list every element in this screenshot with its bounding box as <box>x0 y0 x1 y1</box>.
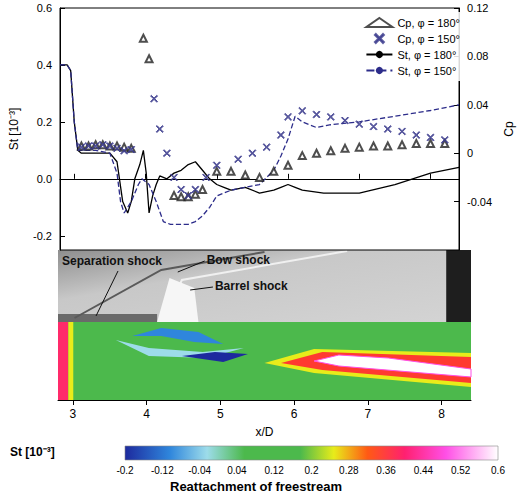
svg-text:0: 0 <box>467 147 473 159</box>
svg-text:-0.12: -0.12 <box>151 465 174 476</box>
svg-text:0.0: 0.0 <box>37 173 52 185</box>
svg-text:x/D: x/D <box>256 425 274 439</box>
svg-text:0.04: 0.04 <box>467 99 488 111</box>
svg-text:4: 4 <box>143 407 150 421</box>
svg-text:8: 8 <box>438 407 445 421</box>
svg-text:0.08: 0.08 <box>467 50 488 62</box>
svg-text:0.12: 0.12 <box>264 465 284 476</box>
svg-text:Cp: Cp <box>502 121 516 137</box>
svg-text:0.36: 0.36 <box>376 465 396 476</box>
svg-text:Barrel shock: Barrel shock <box>215 279 288 293</box>
svg-text:-0.2: -0.2 <box>33 230 52 242</box>
svg-text:0.4: 0.4 <box>37 59 52 71</box>
svg-text:0.2: 0.2 <box>37 116 52 128</box>
svg-text:0.28: 0.28 <box>339 465 359 476</box>
svg-text:St, φ = 150°: St, φ = 150° <box>397 65 456 77</box>
svg-text:3: 3 <box>69 407 76 421</box>
svg-text:0.52: 0.52 <box>451 465 471 476</box>
svg-text:5: 5 <box>217 407 224 421</box>
svg-text:-0.2: -0.2 <box>116 465 134 476</box>
svg-text:6: 6 <box>291 407 298 421</box>
svg-text:0.04: 0.04 <box>227 465 247 476</box>
svg-text:0.6: 0.6 <box>491 465 505 476</box>
svg-text:0.2: 0.2 <box>305 465 319 476</box>
svg-text:St, φ = 180°: St, φ = 180° <box>397 49 456 61</box>
svg-text:Reattachment of freestream: Reattachment of freestream <box>170 479 342 494</box>
svg-text:0.12: 0.12 <box>467 2 488 14</box>
svg-text:-0.04: -0.04 <box>467 196 492 208</box>
svg-text:0.6: 0.6 <box>37 2 52 14</box>
svg-text:Bow shock: Bow shock <box>207 253 271 267</box>
svg-text:0.44: 0.44 <box>414 465 434 476</box>
svg-text:7: 7 <box>364 407 371 421</box>
svg-text:St [10⁻³]: St [10⁻³] <box>10 445 55 459</box>
svg-text:Separation shock: Separation shock <box>62 254 162 268</box>
svg-text:-0.04: -0.04 <box>188 465 211 476</box>
svg-text:St [10⁻³]: St [10⁻³] <box>7 108 21 151</box>
svg-text:Cp, φ = 150°: Cp, φ = 150° <box>397 33 460 45</box>
svg-text:Cp, φ = 180°: Cp, φ = 180° <box>397 17 460 29</box>
